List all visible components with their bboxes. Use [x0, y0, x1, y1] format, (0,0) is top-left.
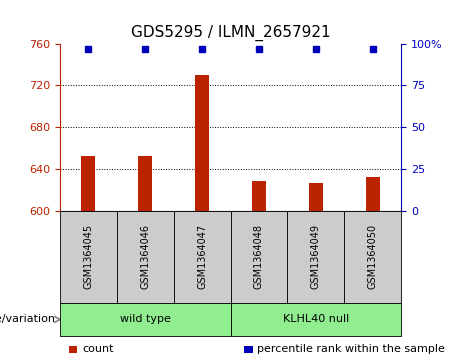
Bar: [252, 181, 266, 211]
Text: GSM1364047: GSM1364047: [197, 224, 207, 289]
Text: GSM1364048: GSM1364048: [254, 224, 264, 289]
Title: GDS5295 / ILMN_2657921: GDS5295 / ILMN_2657921: [130, 25, 331, 41]
Text: GSM1364045: GSM1364045: [83, 224, 94, 289]
Text: GSM1364049: GSM1364049: [311, 224, 321, 289]
Text: genotype/variation: genotype/variation: [0, 314, 55, 325]
Text: percentile rank within the sample: percentile rank within the sample: [257, 344, 445, 354]
Bar: [309, 183, 323, 211]
Bar: [81, 156, 95, 211]
Bar: [195, 75, 209, 211]
Bar: [138, 156, 152, 211]
Bar: [366, 177, 380, 211]
Text: GSM1364050: GSM1364050: [367, 224, 378, 289]
Text: count: count: [82, 344, 113, 354]
Text: wild type: wild type: [120, 314, 171, 325]
Text: KLHL40 null: KLHL40 null: [283, 314, 349, 325]
Text: GSM1364046: GSM1364046: [140, 224, 150, 289]
